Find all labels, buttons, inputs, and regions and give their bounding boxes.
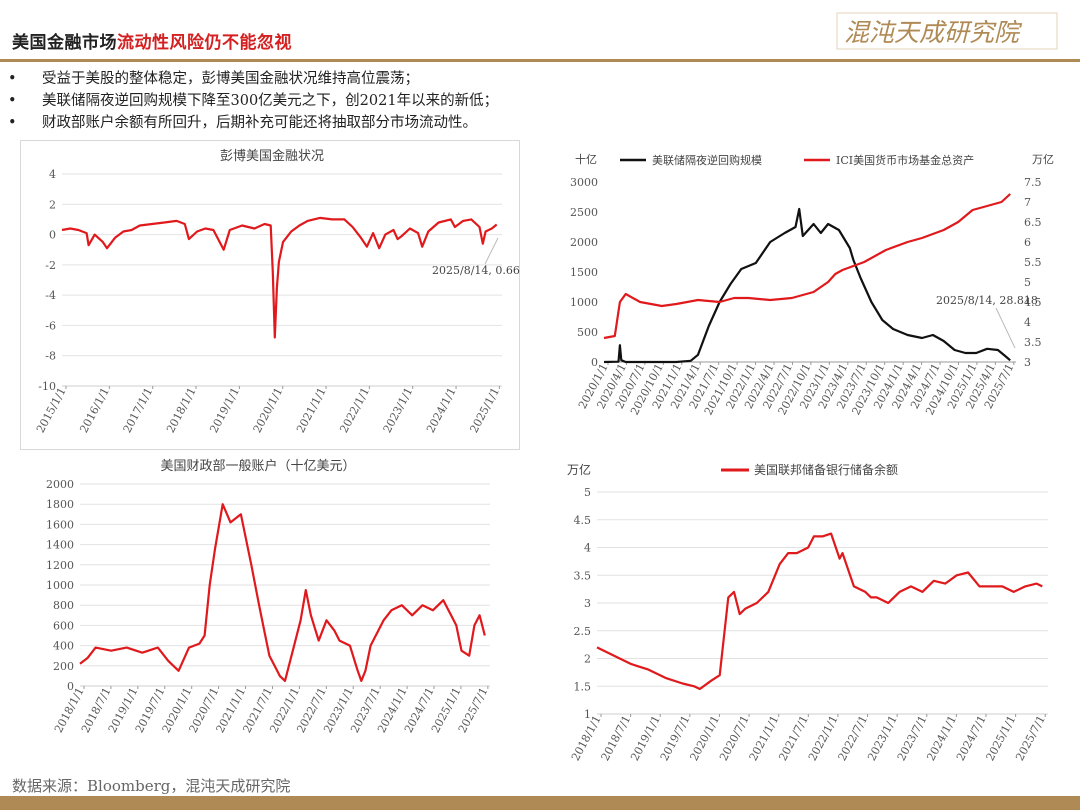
chart-reserve-balances: 万亿 美国联邦储备银行储备余额 54.543.532.521.51 2018/1…	[567, 462, 1048, 763]
y2-tick-label: 6	[1024, 236, 1031, 249]
y2-tick-label: 4.5	[1024, 296, 1042, 309]
y-tick-label: 4	[584, 542, 591, 555]
chart-bloomberg-fci: 彭博美国金融状况 420-2-4-6-8-10 2015/1/1 2016/1/1…	[20, 140, 520, 450]
bullet-item: • 美联储隔夜逆回购规模下降至300亿美元之下，创2021年以来的新低；	[8, 90, 1068, 112]
y-axis-unit: 万亿	[567, 462, 591, 477]
bullet-item: • 财政部账户余额有所回升，后期补充可能还将抽取部分市场流动性。	[8, 112, 1068, 134]
x-tick-label: 2025/7/1	[1013, 713, 1048, 763]
series-line-s0	[603, 207, 1011, 364]
y-tick-label: 2.5	[574, 625, 592, 638]
y-tick-label: 800	[53, 599, 74, 612]
y-tick-label: 0	[67, 680, 74, 693]
y-tick-label: 0	[49, 229, 56, 242]
chart-annotation: 2025/8/14, 28.818	[936, 294, 1038, 307]
bullet-text: 受益于美股的整体稳定，彭博美国金融状况维持高位震荡；	[42, 71, 419, 87]
chart-title: 美国财政部一般账户（十亿美元）	[160, 458, 355, 474]
bullet-item: • 受益于美股的整体稳定，彭博美国金融状况维持高位震荡；	[8, 68, 1068, 90]
y-tick-label: 1000	[570, 296, 598, 309]
y-tick-label: 3.5	[574, 569, 592, 582]
y-tick-label: 600	[53, 619, 74, 632]
y-tick-label: 2000	[570, 236, 598, 249]
y-tick-label: 2	[49, 198, 56, 211]
series-line-bfci	[61, 216, 498, 339]
y-tick-label: 2	[584, 653, 591, 666]
y-tick-label: 3000	[570, 176, 598, 189]
right-axis-unit: 万亿	[1032, 153, 1054, 166]
left-axis-unit: 十亿	[575, 152, 597, 166]
y2-tick-label: 7.5	[1024, 176, 1042, 189]
series-line-s1	[603, 193, 1011, 340]
y-tick-label: 1200	[46, 559, 74, 572]
header: 美国金融市场流动性风险仍不能忽视 混沌天成研究院	[0, 0, 1080, 62]
header-divider	[0, 59, 1080, 62]
y-tick-label: 1600	[46, 518, 74, 531]
brand-logo: 混沌天成研究院	[836, 12, 1058, 50]
bullet-text: 美联储隔夜逆回购规模下降至300亿美元之下，创2021年以来的新低；	[42, 93, 499, 109]
y-tick-label: -4	[45, 289, 56, 302]
y2-tick-label: 6.5	[1024, 216, 1042, 229]
footer-bar	[0, 796, 1080, 810]
y-tick-label: -10	[38, 380, 56, 393]
y2-tick-label: 4	[1024, 316, 1031, 329]
y-tick-label: 1000	[46, 579, 74, 592]
chart-title: 彭博美国金融状况	[220, 148, 324, 164]
y-tick-label: 5	[584, 486, 591, 499]
legend-label-mmf: ICI美国货币市场基金总资产	[836, 153, 974, 167]
page-title: 美国金融市场流动性风险仍不能忽视	[12, 28, 292, 53]
chart-reverse-repo: 十亿 万亿 美联储隔夜逆回购规模 ICI美国货币市场基金总资产 3000 2500…	[570, 152, 1054, 417]
y-tick-label: 400	[53, 640, 74, 653]
y-tick-label: 0	[591, 356, 598, 369]
y2-tick-label: 7	[1024, 196, 1031, 209]
bullet-text: 财政部账户余额有所回升，后期补充可能还将抽取部分市场流动性。	[42, 115, 477, 131]
y-tick-label: 1800	[46, 498, 74, 511]
y2-tick-label: 5	[1024, 276, 1031, 289]
y2-tick-label: 3	[1024, 356, 1031, 369]
y-tick-label: 3	[584, 597, 591, 610]
y2-tick-label: 5.5	[1024, 256, 1042, 269]
y-tick-label: 500	[577, 326, 598, 339]
series-line-reserves	[596, 532, 1043, 691]
chart-annotation: 2025/8/14, 0.666	[432, 264, 520, 277]
y-tick-label: 4.5	[574, 514, 592, 527]
y2-tick-label: 3.5	[1024, 336, 1042, 349]
chart-treasury-general-account: 美国财政部一般账户（十亿美元） 200018001600140012001000…	[46, 458, 490, 735]
y-tick-label: -8	[45, 350, 56, 363]
series-line-tga	[79, 503, 486, 682]
y-tick-label: 1500	[570, 266, 598, 279]
y-tick-label: 2000	[46, 478, 74, 491]
y-tick-label: 1400	[46, 539, 74, 552]
brand-logo-text: 混沌天成研究院	[844, 18, 1023, 47]
y-tick-label: 2500	[570, 206, 598, 219]
bullet-list: • 受益于美股的整体稳定，彭博美国金融状况维持高位震荡； • 美联储隔夜逆回购规模下…	[8, 68, 1068, 134]
y-tick-label: 200	[53, 660, 74, 673]
source-note: 数据来源：Bloomberg，混沌天成研究院	[12, 777, 291, 795]
y-tick-label: 4	[49, 168, 56, 181]
page-title-black: 美国金融市场	[12, 33, 117, 53]
page-title-red: 流动性风险仍不能忽视	[117, 33, 292, 53]
legend-label-rrp: 美联储隔夜逆回购规模	[652, 153, 762, 167]
y-tick-label: -2	[45, 259, 56, 272]
y-tick-label: 1	[584, 708, 591, 721]
y-tick-label: 1.5	[574, 680, 592, 693]
y-tick-label: -6	[45, 319, 56, 332]
legend-label: 美国联邦储备银行储备余额	[754, 462, 898, 477]
